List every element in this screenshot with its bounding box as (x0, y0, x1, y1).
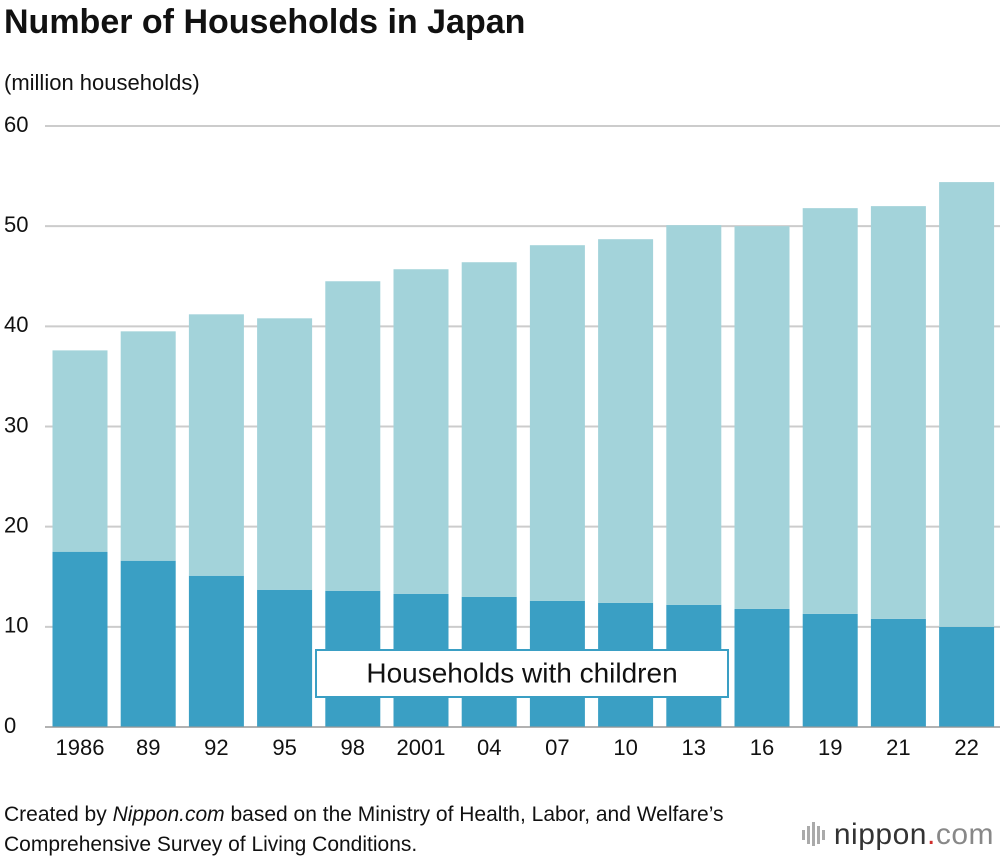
plot: 0 10 20 30 40 50 60 1986 89 92 95 98 2001 04 07 10 13 16 1… (4, 112, 1000, 760)
logo-icon (801, 822, 825, 846)
x-tick-label: 1986 (56, 735, 105, 760)
bar-segment (870, 618, 926, 727)
bar-segment (461, 262, 517, 597)
bar-segment (734, 608, 790, 727)
bar-segment (393, 269, 449, 594)
bar-segment (802, 613, 858, 727)
x-tick-label: 22 (954, 735, 978, 760)
y-tick-label: 30 (4, 412, 28, 437)
source-text: Nippon.com (112, 803, 225, 826)
legend-box (315, 649, 729, 698)
x-tick-label: 13 (682, 735, 706, 760)
bar-segment (188, 575, 244, 727)
chart-title: Number of Households in Japan (4, 3, 525, 41)
x-tick-label: 2001 (397, 735, 446, 760)
y-tick-label: 60 (4, 112, 28, 137)
bar-segment (939, 182, 995, 627)
bar-segment (120, 331, 176, 561)
source-text: Created by (4, 803, 107, 826)
bar-segment (529, 245, 585, 601)
x-tick-label: 89 (136, 735, 160, 760)
x-tick-label: 07 (545, 735, 569, 760)
bar-segment (939, 626, 995, 727)
y-tick-label: 0 (4, 713, 16, 738)
x-tick-label: 04 (477, 735, 501, 760)
bar-segment (325, 281, 381, 591)
bar-segment (870, 206, 926, 619)
y-tick-label: 10 (4, 613, 28, 638)
y-tick-label: 20 (4, 512, 28, 537)
logo-text: nippon (833, 818, 927, 851)
legend-label: Households with children (366, 657, 677, 688)
x-tick-label: 21 (886, 735, 910, 760)
bar-segment (120, 560, 176, 727)
x-tick-label: 10 (613, 735, 637, 760)
bar-segment (52, 350, 108, 552)
bar-segment (802, 208, 858, 614)
x-tick-label: 98 (341, 735, 365, 760)
logo-dot: . (926, 818, 936, 851)
x-tick-label: 95 (272, 735, 296, 760)
bar-segment (188, 314, 244, 576)
chart: Number of Households in Japan (million h… (4, 3, 1000, 760)
y-axis-unit: (million households) (4, 70, 200, 95)
source-note: Created by Nippon.com based on the Minis… (4, 800, 764, 860)
x-tick-label: 19 (818, 735, 842, 760)
bar-segment (734, 226, 790, 609)
x-tick-label: 16 (750, 735, 774, 760)
logo: nippon.com (801, 818, 994, 852)
bar-segment (52, 551, 108, 727)
y-tick-label: 40 (4, 312, 28, 337)
x-tick-label: 92 (204, 735, 228, 760)
bar-segment (598, 239, 654, 603)
y-tick-label: 50 (4, 212, 28, 237)
bar-segment (257, 318, 313, 590)
bar-segment (666, 225, 722, 605)
source-text: based on the Ministry of Health, Labor, … (4, 803, 724, 856)
logo-text: com (935, 818, 994, 851)
bar-segment (257, 589, 313, 727)
